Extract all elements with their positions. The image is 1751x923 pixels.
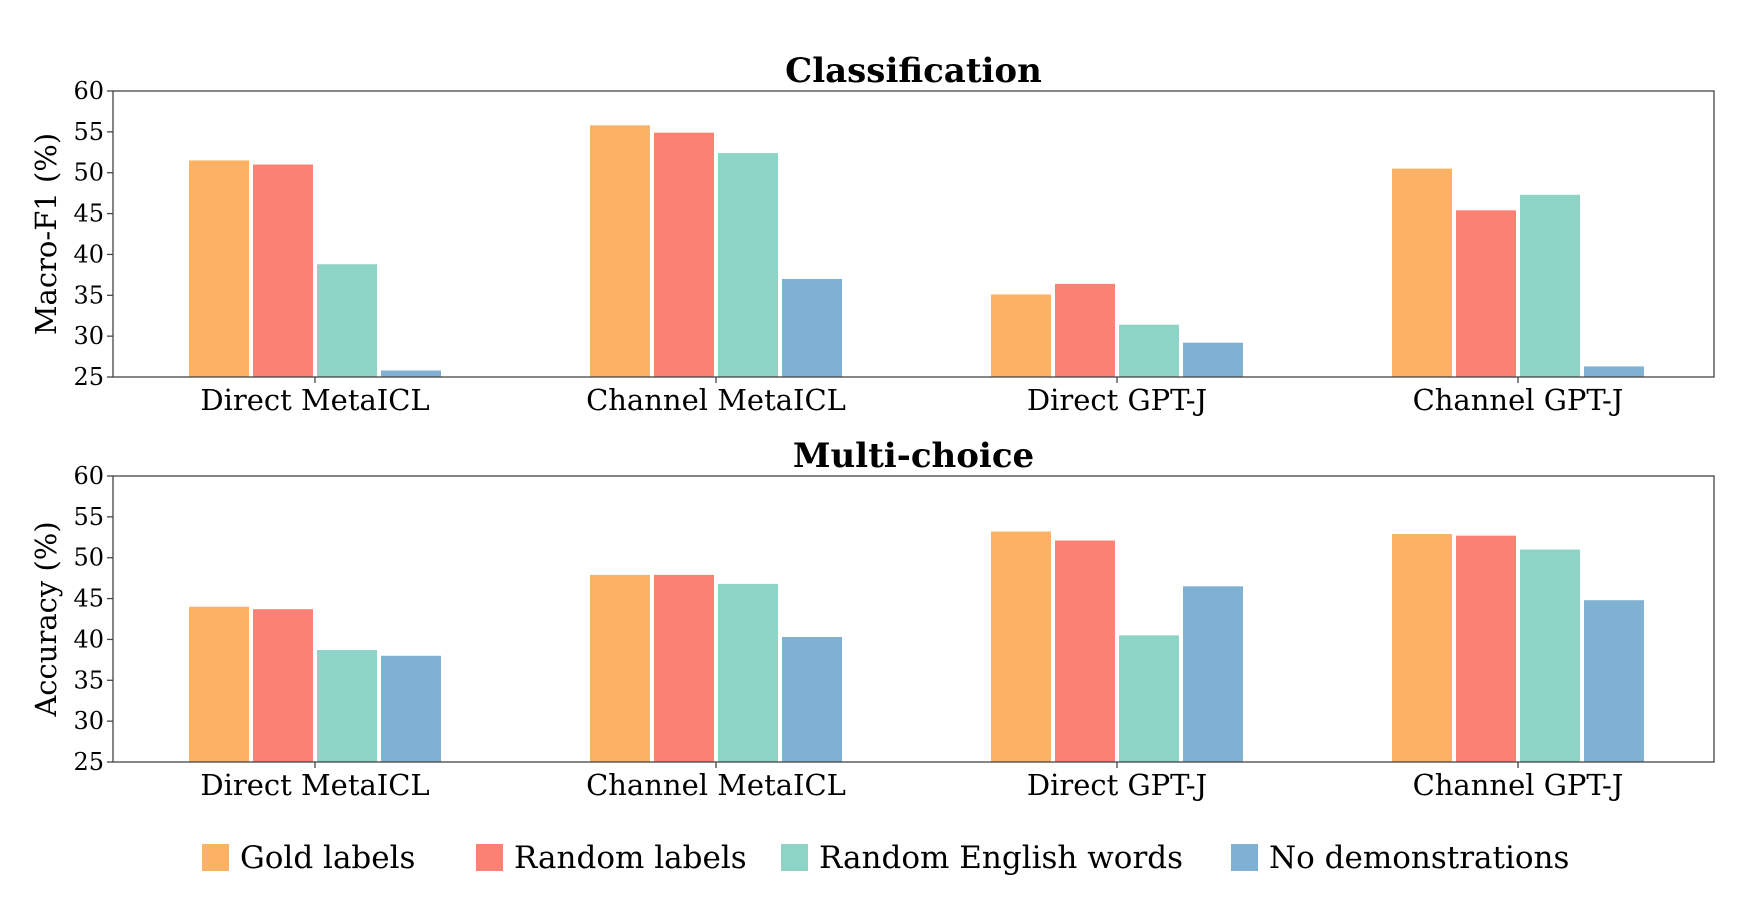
multi-choice-panel: Multi-choice 25 30 35 40 45 50 55 60 Direct MetaI… — [29, 436, 1715, 802]
legend-label: Gold labels — [240, 840, 415, 876]
bar-multi-choice-channel-gpt-j-no-demonstrations — [1584, 600, 1644, 762]
classification-axes-frame — [112, 90, 1715, 378]
legend-swatch-gold-labels — [202, 844, 229, 871]
x-category-label: Channel MetaICL — [586, 768, 846, 802]
legend-swatch-random-english-words — [781, 844, 808, 871]
bar-classification-direct-metaicl-gold-labels — [189, 160, 249, 377]
y-tick-label: 25 — [73, 363, 104, 391]
y-tick-label: 35 — [73, 281, 104, 309]
y-tick-label: 30 — [73, 322, 104, 350]
bar-multi-choice-direct-gpt-j-random-labels — [1055, 540, 1115, 762]
bar-classification-channel-gpt-j-gold-labels — [1392, 168, 1452, 377]
y-tick-label: 55 — [73, 118, 104, 146]
bar-classification-channel-metaicl-gold-labels — [590, 125, 650, 377]
bar-classification-channel-gpt-j-random-english-words — [1520, 194, 1580, 377]
x-category-label: Channel GPT-J — [1413, 383, 1624, 417]
bar-classification-direct-gpt-j-random-labels — [1055, 283, 1115, 377]
bar-multi-choice-channel-gpt-j-random-english-words — [1520, 549, 1580, 762]
bar-multi-choice-direct-metaicl-gold-labels — [189, 606, 249, 762]
bar-multi-choice-direct-gpt-j-gold-labels — [991, 531, 1051, 762]
multi-choice-axes-frame — [112, 475, 1715, 763]
y-tick-label: 50 — [73, 544, 104, 572]
bar-classification-channel-gpt-j-no-demonstrations — [1584, 366, 1644, 377]
bar-multi-choice-channel-gpt-j-gold-labels — [1392, 534, 1452, 762]
bar-multi-choice-channel-metaicl-random-labels — [654, 574, 714, 762]
bar-multi-choice-channel-metaicl-random-english-words — [718, 583, 778, 762]
y-tick-label: 55 — [73, 503, 104, 531]
y-tick-label: 45 — [73, 585, 104, 613]
y-tick-label: 35 — [73, 666, 104, 694]
y-tick-label: 25 — [73, 748, 104, 776]
bar-classification-direct-metaicl-random-labels — [253, 164, 313, 377]
bar-multi-choice-channel-metaicl-gold-labels — [590, 574, 650, 762]
bar-multi-choice-direct-metaicl-random-labels — [253, 609, 313, 762]
legend-label: Random English words — [819, 840, 1183, 876]
classification-y-axis-label: Macro-F1 (%) — [29, 133, 63, 335]
bar-multi-choice-direct-metaicl-random-english-words — [317, 650, 377, 762]
x-category-label: Direct GPT-J — [1027, 383, 1207, 417]
legend-label: No demonstrations — [1269, 840, 1569, 876]
bar-classification-direct-gpt-j-no-demonstrations — [1183, 342, 1243, 377]
x-category-label: Channel GPT-J — [1413, 768, 1624, 802]
y-tick-label: 60 — [73, 462, 104, 490]
legend-swatch-no-demonstrations — [1231, 844, 1258, 871]
y-tick-label: 50 — [73, 159, 104, 187]
y-tick-label: 40 — [73, 240, 104, 268]
multi-choice-title: Multi-choice — [793, 436, 1034, 476]
x-category-label: Direct MetaICL — [200, 383, 429, 417]
bar-classification-channel-metaicl-random-labels — [654, 132, 714, 377]
y-tick-label: 40 — [73, 625, 104, 653]
bar-multi-choice-channel-metaicl-no-demonstrations — [782, 636, 842, 762]
bar-classification-direct-metaicl-random-english-words — [317, 264, 377, 377]
bar-multi-choice-direct-gpt-j-no-demonstrations — [1183, 586, 1243, 762]
bar-multi-choice-channel-gpt-j-random-labels — [1456, 535, 1516, 762]
legend-swatch-random-labels — [476, 844, 503, 871]
classification-panel: Classification 25 30 35 40 45 50 55 60 Direct Met… — [29, 51, 1715, 417]
y-tick-label: 30 — [73, 707, 104, 735]
y-tick-label: 60 — [73, 77, 104, 105]
legend-label: Random labels — [514, 840, 747, 876]
bar-classification-channel-metaicl-no-demonstrations — [782, 278, 842, 377]
bar-multi-choice-direct-gpt-j-random-english-words — [1119, 635, 1179, 762]
bar-classification-channel-metaicl-random-english-words — [718, 153, 778, 377]
classification-title: Classification — [785, 51, 1042, 91]
multi-choice-y-axis-label: Accuracy (%) — [29, 521, 63, 717]
bar-classification-direct-gpt-j-random-english-words — [1119, 324, 1179, 377]
x-category-label: Direct GPT-J — [1027, 768, 1207, 802]
bar-classification-channel-gpt-j-random-labels — [1456, 210, 1516, 377]
y-tick-label: 45 — [73, 200, 104, 228]
bar-classification-direct-gpt-j-gold-labels — [991, 294, 1051, 377]
x-category-label: Direct MetaICL — [200, 768, 429, 802]
legend: Gold labels Random labels Random English w… — [202, 840, 1569, 876]
bar-classification-direct-metaicl-no-demonstrations — [381, 370, 441, 377]
x-category-label: Channel MetaICL — [586, 383, 846, 417]
bar-multi-choice-direct-metaicl-no-demonstrations — [381, 655, 441, 762]
